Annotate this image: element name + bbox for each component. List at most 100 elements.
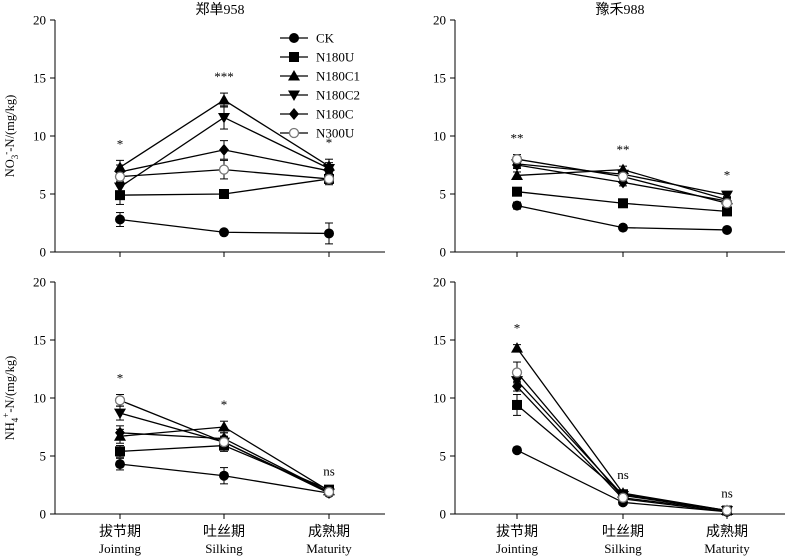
legend-label: N300U [316, 126, 355, 141]
y-tick-label: 5 [440, 187, 447, 202]
x-category-label-en: Maturity [704, 541, 750, 556]
marker-n180c1 [511, 169, 523, 180]
x-category-label-cn: 吐丝期 [602, 524, 644, 540]
significance-label: * [724, 168, 731, 183]
y-tick-label: 15 [33, 71, 46, 86]
marker-n180c1 [218, 421, 230, 432]
marker-ck [512, 445, 522, 456]
marker-ck [324, 228, 334, 239]
marker-n180c [219, 143, 229, 156]
x-category-label-cn: 拔节期 [99, 524, 141, 540]
x-category-label-en: Silking [205, 541, 243, 556]
marker-n180u [618, 198, 628, 209]
y-tick-label: 5 [440, 449, 447, 464]
significance-label: * [221, 397, 228, 412]
significance-label: ns [721, 485, 733, 500]
marker-ck [219, 227, 229, 238]
marker-n300u [511, 154, 523, 165]
y-tick-label: 20 [33, 13, 46, 28]
x-category-label-cn: 吐丝期 [203, 524, 245, 540]
marker-ck [289, 33, 299, 43]
x-category-label-en: Jointing [99, 541, 141, 556]
marker-ck [512, 200, 522, 211]
x-category-label-cn: 拔节期 [496, 524, 538, 540]
marker-n300u [323, 173, 335, 185]
y-tick-label: 20 [433, 13, 446, 28]
marker-n180u [512, 186, 522, 197]
marker-ck [219, 470, 229, 481]
panel-title: 郑单958 [196, 2, 245, 18]
marker-n180c2 [114, 182, 126, 194]
marker-n300u [721, 198, 733, 209]
x-category-label-cn: 成熟期 [706, 524, 748, 540]
marker-n180c2 [288, 90, 300, 101]
marker-n180c1 [511, 342, 523, 353]
marker-n300u [218, 436, 230, 448]
y-tick-label: 20 [33, 275, 46, 290]
y-tick-label: 0 [440, 507, 447, 522]
x-category-label-en: Jointing [496, 541, 538, 556]
marker-n180u [722, 206, 732, 217]
significance-label: ** [617, 142, 630, 157]
marker-n300u [288, 127, 300, 139]
marker-n180u [512, 399, 522, 410]
y-axis-label-top: NO3--N/(mg/kg) [1, 95, 20, 178]
y-tick-label: 10 [433, 129, 446, 144]
y-tick-label: 20 [433, 275, 446, 290]
marker-n180u [115, 190, 125, 201]
marker-n180c1 [218, 94, 230, 105]
y-tick-label: 10 [33, 391, 46, 406]
y-tick-label: 5 [40, 187, 47, 202]
significance-label: * [117, 136, 124, 151]
significance-label: ** [511, 131, 524, 146]
marker-n300u [617, 492, 629, 503]
legend-label: N180C2 [316, 88, 360, 103]
marker-n180u [219, 189, 229, 199]
y-axis-label-bottom: NH4+-N/(mg/kg) [1, 356, 20, 441]
marker-n300u [218, 164, 230, 175]
series-line-n180c1 [516, 347, 728, 512]
marker-ck [115, 459, 125, 470]
marker-n180u [289, 52, 299, 62]
legend-label: N180C1 [316, 69, 360, 84]
y-tick-label: 15 [433, 333, 446, 348]
legend-label: N180C [316, 107, 354, 122]
marker-n300u [617, 171, 629, 182]
y-tick-label: 0 [40, 507, 47, 522]
marker-ck [115, 214, 125, 225]
marker-ck [618, 222, 628, 233]
marker-n300u [323, 486, 335, 498]
legend-label: N180U [316, 50, 355, 65]
significance-label: ns [323, 463, 335, 478]
legend-label: CK [316, 31, 335, 46]
marker-n180c1 [288, 70, 300, 81]
y-tick-label: 15 [433, 71, 446, 86]
significance-label: ns [617, 467, 629, 482]
marker-n300u [114, 395, 126, 406]
significance-label: * [514, 321, 521, 336]
marker-n300u [114, 171, 126, 182]
y-tick-label: 0 [40, 245, 47, 260]
marker-n180c [115, 426, 125, 439]
marker-ck [722, 224, 732, 235]
marker-n300u [511, 367, 523, 378]
x-category-label-cn: 成熟期 [308, 524, 350, 540]
y-tick-label: 5 [40, 449, 47, 464]
significance-label: *** [214, 69, 234, 84]
marker-n180c [289, 108, 299, 120]
marker-n180c2 [218, 112, 230, 124]
marker-n180u [115, 446, 125, 457]
x-category-label-en: Silking [604, 541, 642, 556]
y-tick-label: 10 [33, 129, 46, 144]
y-tick-label: 15 [33, 333, 46, 348]
marker-n180c [324, 164, 334, 177]
marker-n300u [721, 505, 733, 516]
marker-n180c2 [114, 408, 126, 420]
x-category-label-en: Maturity [306, 541, 352, 556]
significance-label: * [117, 371, 124, 386]
